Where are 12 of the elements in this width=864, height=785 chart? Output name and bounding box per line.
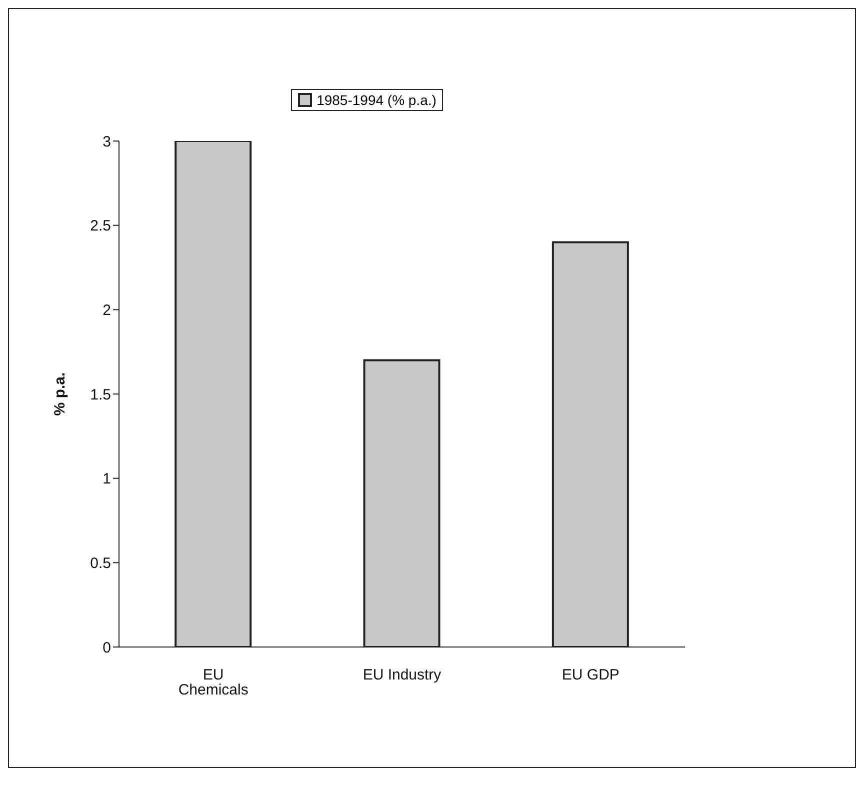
y-tick-label: 1.5 bbox=[90, 386, 111, 404]
y-axis-title: % p.a. bbox=[51, 372, 68, 416]
legend-label: 1985-1994 (% p.a.) bbox=[316, 92, 436, 108]
y-tick-label: 2.5 bbox=[90, 218, 111, 235]
y-tick-label: 2 bbox=[102, 302, 111, 319]
y-tick-label: 0 bbox=[102, 639, 111, 656]
x-tick-label: EU Chemicals bbox=[178, 666, 248, 699]
y-tick-label: 1 bbox=[102, 470, 111, 488]
y-tick-label: 0.5 bbox=[90, 554, 111, 572]
y-tick-label: 3 bbox=[102, 133, 111, 150]
x-tick-label: EU Industry bbox=[362, 666, 442, 684]
x-tick-label: EU GDP bbox=[562, 666, 620, 684]
